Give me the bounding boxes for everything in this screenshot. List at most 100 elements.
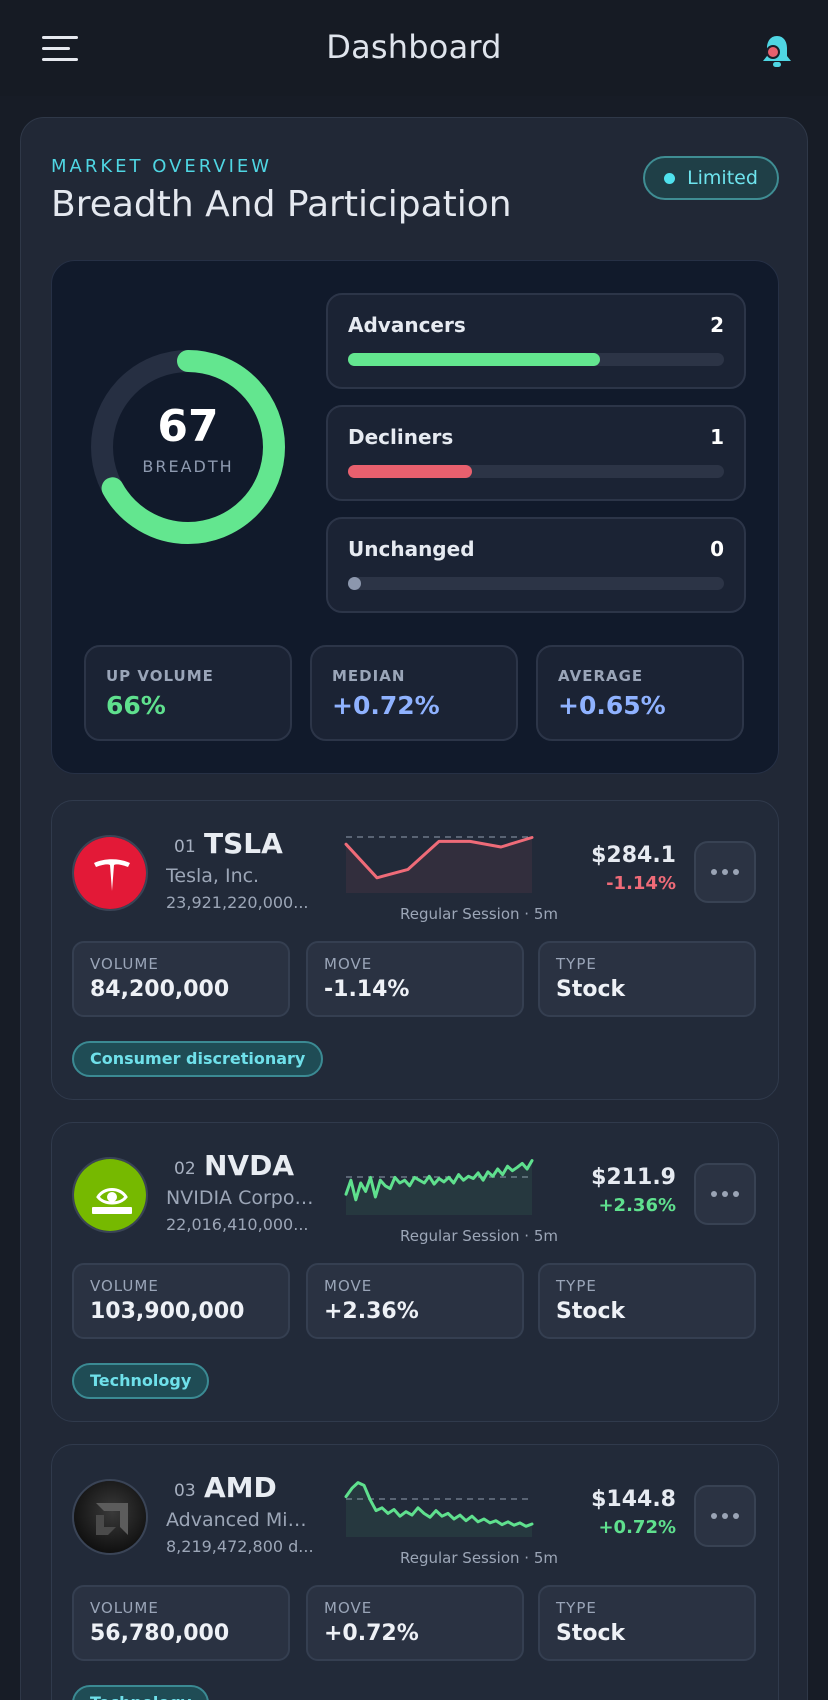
volume-value: 103,900,000 <box>90 1299 245 1324</box>
move-box: MOVE -1.14% <box>306 941 524 1017</box>
more-options-button[interactable] <box>694 841 756 903</box>
advancers-label: Advancers <box>348 313 466 337</box>
type-label: TYPE <box>556 955 597 973</box>
unchanged-bar <box>348 577 724 590</box>
notification-bell-icon[interactable] <box>760 30 794 70</box>
market-overview-card: MARKET OVERVIEW Breadth And Participatio… <box>20 117 808 1700</box>
average-metric: AVERAGE +0.65% <box>536 645 744 741</box>
volume-label: VOLUME <box>90 955 159 973</box>
session-label: Regular Session · 5m <box>400 1549 558 1567</box>
status-dot-icon <box>664 172 676 184</box>
company-name: Advanced Micr... <box>166 1509 316 1531</box>
sector-tag[interactable]: Technology <box>72 1685 210 1700</box>
volume-value: 56,780,000 <box>90 1621 230 1646</box>
type-label: TYPE <box>556 1599 597 1617</box>
breadth-ring-gauge <box>91 350 285 544</box>
session-label: Regular Session · 5m <box>400 905 558 923</box>
type-box: TYPE Stock <box>538 1585 756 1661</box>
median-metric: MEDIAN +0.72% <box>310 645 518 741</box>
progress-fill <box>348 577 361 590</box>
stock-card-amd[interactable]: 03 AMD Advanced Micr... 8,219,472,800 d.… <box>51 1444 779 1700</box>
market-cap: 22,016,410,000... <box>166 1215 309 1234</box>
stock-index: 03 <box>174 1481 196 1501</box>
badge-label: Limited <box>687 167 758 189</box>
breadth-panel: 67 BREADTH Advancers 2 Decliners 1 Uncha… <box>51 260 779 774</box>
sector-tag[interactable]: Technology <box>72 1363 210 1399</box>
type-box: TYPE Stock <box>538 1263 756 1339</box>
move-box: MOVE +2.36% <box>306 1263 524 1339</box>
stock-price: $284.1 <box>591 843 676 868</box>
limited-status-badge[interactable]: Limited <box>643 156 779 200</box>
move-value: -1.14% <box>324 977 410 1002</box>
more-options-button[interactable] <box>694 1485 756 1547</box>
section-title: Breadth And Participation <box>51 184 512 225</box>
move-label: MOVE <box>324 1599 373 1617</box>
progress-fill <box>348 353 600 366</box>
unchanged-row: Unchanged 0 <box>326 517 746 613</box>
sparkline-chart <box>344 1159 534 1215</box>
advancers-count: 2 <box>710 313 724 337</box>
decliners-count: 1 <box>710 425 724 449</box>
type-value: Stock <box>556 977 626 1002</box>
volume-box: VOLUME 103,900,000 <box>72 1263 290 1339</box>
move-value: +0.72% <box>324 1621 419 1646</box>
sparkline-area <box>346 1482 532 1537</box>
sector-tag[interactable]: Consumer discretionary <box>72 1041 324 1077</box>
stock-ticker: NVDA <box>204 1149 295 1182</box>
market-cap: 8,219,472,800 d... <box>166 1537 314 1556</box>
volume-label: VOLUME <box>90 1277 159 1295</box>
stock-card-nvda[interactable]: 02 NVDA NVIDIA Corpor... 22,016,410,000.… <box>51 1122 779 1422</box>
sparkline-line <box>344 836 534 880</box>
unchanged-label: Unchanged <box>348 537 475 561</box>
type-value: Stock <box>556 1299 626 1324</box>
company-name: NVIDIA Corpor... <box>166 1187 316 1209</box>
metric-value: +0.72% <box>332 691 440 720</box>
sparkline-chart <box>344 1481 534 1537</box>
sparkline-area <box>346 1160 532 1215</box>
stock-change: +0.72% <box>598 1517 676 1538</box>
type-box: TYPE Stock <box>538 941 756 1017</box>
metric-label: UP VOLUME <box>106 667 214 685</box>
sparkline-chart <box>344 836 534 893</box>
volume-value: 84,200,000 <box>90 977 230 1002</box>
unchanged-count: 0 <box>710 537 724 561</box>
stock-price: $144.8 <box>591 1487 676 1512</box>
type-label: TYPE <box>556 1277 597 1295</box>
breadth-score: 67 <box>157 401 219 452</box>
advancers-bar <box>348 353 724 366</box>
stock-index: 01 <box>174 837 196 857</box>
stock-card-tsla[interactable]: 01 TSLA Tesla, Inc. 23,921,220,000... Re… <box>51 800 779 1100</box>
type-value: Stock <box>556 1621 626 1646</box>
metric-value: +0.65% <box>558 691 666 720</box>
move-value: +2.36% <box>324 1299 419 1324</box>
section-overline: MARKET OVERVIEW <box>51 156 273 177</box>
stock-index: 02 <box>174 1159 196 1179</box>
sparkline-area <box>346 837 532 893</box>
up-volume-metric: UP VOLUME 66% <box>84 645 292 741</box>
move-label: MOVE <box>324 1277 373 1295</box>
menu-icon[interactable] <box>42 36 78 62</box>
metric-label: AVERAGE <box>558 667 644 685</box>
stock-change: +2.36% <box>598 1195 676 1216</box>
market-cap: 23,921,220,000... <box>166 893 309 912</box>
advancers-row: Advancers 2 <box>326 293 746 389</box>
tesla-logo-icon <box>72 835 148 911</box>
metric-label: MEDIAN <box>332 667 406 685</box>
volume-label: VOLUME <box>90 1599 159 1617</box>
progress-fill <box>348 465 473 478</box>
metric-value: 66% <box>106 691 166 720</box>
company-name: Tesla, Inc. <box>166 865 260 887</box>
nvidia-logo-icon <box>72 1157 148 1233</box>
decliners-label: Decliners <box>348 425 454 449</box>
page-title: Dashboard <box>326 28 502 66</box>
session-label: Regular Session · 5m <box>400 1227 558 1245</box>
top-app-bar: Dashboard <box>0 0 828 96</box>
more-options-button[interactable] <box>694 1163 756 1225</box>
breadth-label: BREADTH <box>142 457 234 476</box>
decliners-row: Decliners 1 <box>326 405 746 501</box>
stock-change: -1.14% <box>606 873 676 894</box>
stock-ticker: AMD <box>204 1471 277 1504</box>
move-label: MOVE <box>324 955 373 973</box>
stock-price: $211.9 <box>591 1165 676 1190</box>
sparkline-line <box>344 1159 534 1202</box>
